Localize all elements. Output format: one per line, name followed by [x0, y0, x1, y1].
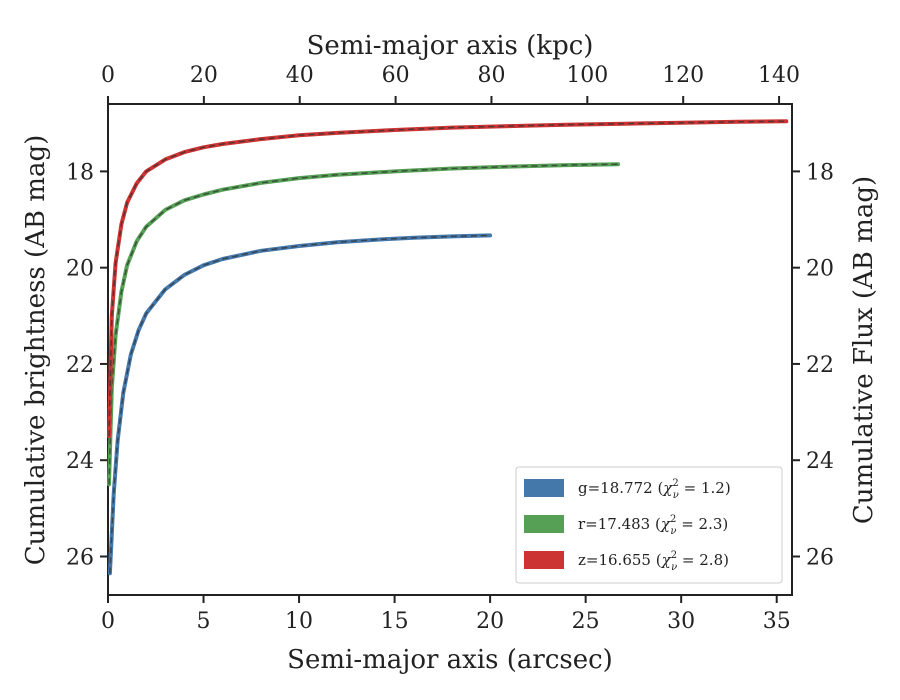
right-y-tick-label: 24 [806, 449, 834, 474]
legend-chi-value: 2.8 [699, 551, 723, 569]
legend-series-name: g=18.772 [578, 479, 657, 497]
top-x-tick-label: 0 [101, 63, 115, 88]
right-y-axis-title: Cumulative Flux (AB mag) [849, 176, 879, 524]
x-axis-title: Semi-major axis (arcsec) [287, 645, 613, 675]
y-tick-label: 22 [66, 353, 94, 378]
top-x-tick-label: 40 [286, 63, 314, 88]
legend-series-name: r=17.483 [578, 515, 655, 533]
legend-chi-value: 2.3 [699, 515, 723, 533]
right-y-axis: 18 20 22 24 26 [792, 160, 834, 570]
legend-label: g=18.772 (χ2 ν = 1.2) [578, 478, 731, 501]
legend-box [515, 466, 783, 584]
top-x-tick-label: 80 [477, 63, 505, 88]
series-lines [107, 119, 789, 576]
plot-frame [107, 103, 793, 596]
bottom-x-axis: 0 5 10 15 20 25 30 35 [101, 595, 791, 634]
legend-chi-value: 1.2 [701, 479, 725, 497]
top-x-tick-label: 120 [662, 63, 704, 88]
x-tick-label: 35 [763, 609, 791, 634]
x-tick-label: 10 [285, 609, 313, 634]
x-tick-label: 5 [197, 609, 211, 634]
legend-swatch [524, 515, 564, 533]
series-model-line-1 [108, 163, 619, 485]
top-x-axis: 0 20 40 60 80 100 120 140 [101, 63, 800, 104]
legend-swatch [524, 551, 564, 569]
top-x-axis-title: Semi-major axis (kpc) [307, 31, 594, 61]
x-tick-label: 25 [572, 609, 600, 634]
series-line-1 [107, 162, 621, 487]
legend-series-name: z=16.655 [578, 551, 656, 569]
legend-swatch [524, 479, 564, 497]
series-model-line-2 [108, 120, 787, 437]
y-tick-label: 26 [66, 545, 94, 570]
legend: g=18.772 (χ2 ν = 1.2) r=17.483 (χ2 ν = 2.3)… [515, 466, 783, 584]
x-tick-label: 15 [381, 609, 409, 634]
x-tick-label: 0 [101, 609, 115, 634]
top-x-tick-label: 140 [758, 63, 800, 88]
left-y-axis: 18 20 22 24 26 [66, 160, 108, 570]
top-x-tick-label: 60 [382, 63, 410, 88]
legend-label: r=17.483 (χ2 ν = 2.3) [578, 514, 728, 537]
series-model-line-0 [109, 234, 491, 574]
series-line-0 [107, 233, 493, 576]
top-x-tick-label: 100 [566, 63, 608, 88]
right-y-tick-label: 20 [806, 257, 834, 282]
x-tick-label: 20 [476, 609, 504, 634]
right-y-tick-label: 22 [806, 353, 834, 378]
legend-label: z=16.655 (χ2 ν = 2.8) [578, 550, 729, 573]
y-axis-title: Cumulative brightness (AB mag) [21, 135, 51, 566]
right-y-tick-label: 18 [806, 160, 834, 185]
y-tick-label: 24 [66, 449, 94, 474]
y-tick-label: 20 [66, 257, 94, 282]
y-tick-label: 18 [66, 160, 94, 185]
right-y-tick-label: 26 [806, 545, 834, 570]
x-tick-label: 30 [667, 609, 695, 634]
top-x-tick-label: 20 [190, 63, 218, 88]
